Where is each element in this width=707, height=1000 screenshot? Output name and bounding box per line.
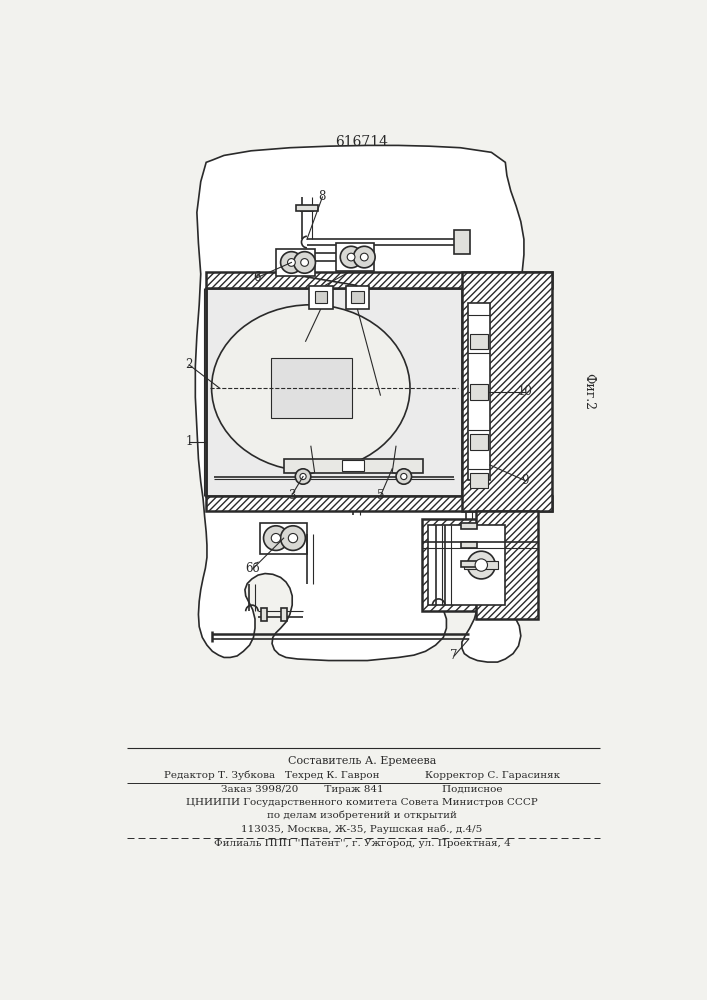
Text: 3: 3 <box>288 489 296 502</box>
Text: 2: 2 <box>185 358 193 371</box>
Bar <box>281 608 287 620</box>
Bar <box>260 523 307 554</box>
Circle shape <box>467 551 495 579</box>
Bar <box>309 286 332 309</box>
Polygon shape <box>195 145 529 662</box>
Circle shape <box>281 526 305 550</box>
Bar <box>261 608 267 620</box>
Bar <box>469 473 489 488</box>
Circle shape <box>300 473 306 480</box>
Text: 1: 1 <box>185 435 193 448</box>
Circle shape <box>264 526 288 550</box>
Text: Фиг.2: Фиг.2 <box>582 373 595 410</box>
Text: 616714: 616714 <box>335 135 388 149</box>
Bar <box>421 519 510 611</box>
Circle shape <box>401 473 407 480</box>
Text: Заказ 3998/20        Тираж 841                  Подписное: Заказ 3998/20 Тираж 841 Подписное <box>221 785 503 794</box>
Circle shape <box>296 469 311 484</box>
Text: Филиаль ППП ''Патент'', г. Ужгород, ул. Проектная, 4: Филиаль ППП ''Патент'', г. Ужгород, ул. … <box>214 839 510 848</box>
Bar <box>476 511 538 619</box>
Text: 6: 6 <box>253 271 260 284</box>
Circle shape <box>281 252 303 273</box>
Bar <box>468 303 490 480</box>
Bar <box>271 358 352 418</box>
Text: Составитель А. Еремеева: Составитель А. Еремеева <box>288 756 436 766</box>
Bar <box>206 288 462 496</box>
Bar <box>454 230 469 254</box>
Bar <box>315 291 327 303</box>
Circle shape <box>340 246 362 268</box>
Bar <box>469 334 489 349</box>
Bar <box>464 561 498 569</box>
Circle shape <box>288 259 296 266</box>
Bar <box>284 459 423 473</box>
Bar <box>336 243 374 271</box>
Circle shape <box>300 259 308 266</box>
Text: Редактор Т. Зубкова   Техред К. Гаврон              Корректор С. Гарасиняк: Редактор Т. Зубкова Техред К. Гаврон Кор… <box>164 771 560 780</box>
Bar <box>462 272 552 511</box>
Bar <box>341 460 363 471</box>
Text: 7: 7 <box>450 649 458 662</box>
Text: 8: 8 <box>319 190 326 204</box>
Bar <box>296 205 317 211</box>
Text: 113035, Москва, Ж-35, Раушская наб., д.4/5: 113035, Москва, Ж-35, Раушская наб., д.4… <box>241 824 483 834</box>
Circle shape <box>288 533 298 543</box>
Circle shape <box>293 252 315 273</box>
Bar <box>461 561 477 567</box>
Circle shape <box>271 533 281 543</box>
Bar <box>469 384 489 400</box>
Circle shape <box>347 253 355 261</box>
Bar <box>428 525 505 605</box>
Bar <box>461 542 477 548</box>
Circle shape <box>475 559 488 571</box>
Text: 5: 5 <box>377 489 385 502</box>
Circle shape <box>396 469 411 484</box>
Circle shape <box>354 246 375 268</box>
Ellipse shape <box>211 305 410 471</box>
Circle shape <box>361 253 368 261</box>
Bar <box>206 496 552 511</box>
Text: по делам изобретений и открытий: по делам изобретений и открытий <box>267 811 457 820</box>
Text: 10: 10 <box>518 385 532 398</box>
Bar <box>469 434 489 450</box>
Bar <box>346 286 369 309</box>
Bar <box>461 523 477 529</box>
Bar <box>206 272 552 288</box>
Text: 9: 9 <box>521 474 528 487</box>
Bar <box>276 249 315 276</box>
Text: ЦНИИПИ Государственного комитета Совета Министров СССР: ЦНИИПИ Государственного комитета Совета … <box>186 798 538 807</box>
Text: 6б: 6б <box>245 562 260 575</box>
Bar <box>351 291 363 303</box>
